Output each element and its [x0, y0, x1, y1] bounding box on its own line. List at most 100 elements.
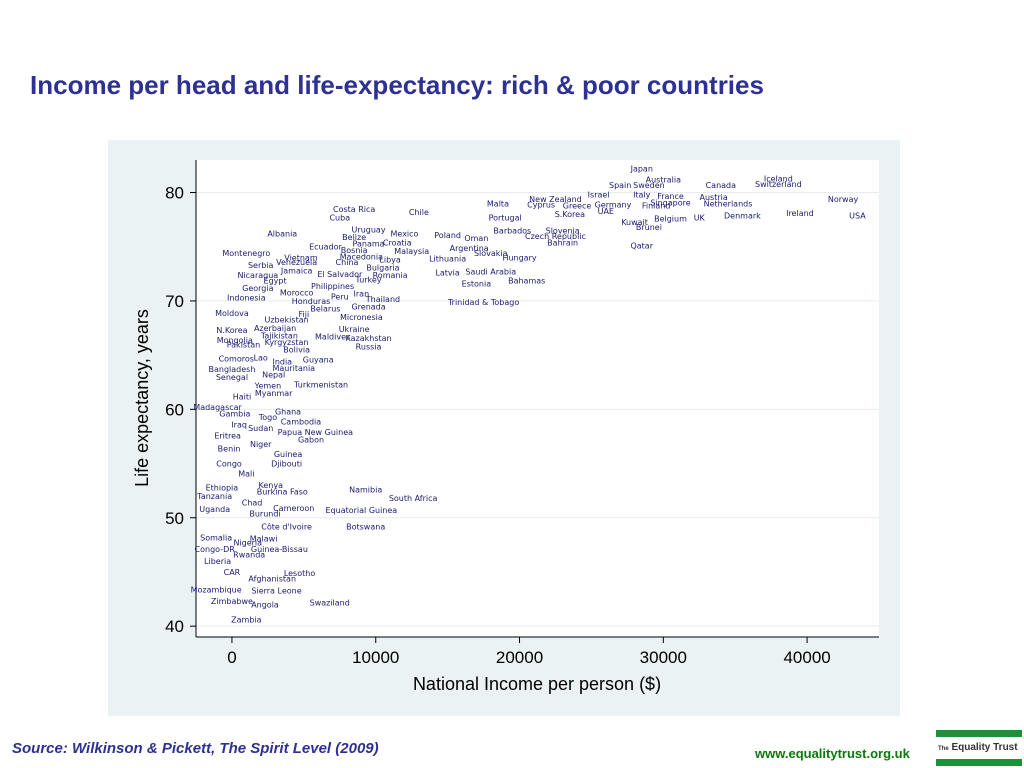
country-label: Georgia: [242, 284, 273, 293]
country-label: Croatia: [383, 238, 412, 247]
country-label: Gabon: [298, 436, 324, 445]
country-label: S.Korea: [555, 210, 585, 219]
country-label: Bolivia: [283, 346, 310, 355]
country-label: Botswana: [346, 522, 385, 531]
country-label: UAE: [598, 207, 614, 216]
country-label: Burkina Faso: [257, 488, 308, 497]
country-label: Mali: [238, 469, 254, 478]
country-label: Argentina: [450, 244, 489, 253]
country-label: France: [657, 192, 684, 201]
country-label: Kenya: [259, 481, 284, 490]
country-label: Nigeria: [233, 539, 262, 548]
x-tick-label: 10000: [352, 648, 399, 667]
y-tick-label: 40: [165, 617, 184, 636]
country-label: Mauritania: [272, 364, 315, 373]
country-label: Bahamas: [508, 276, 545, 285]
country-label: Finland: [642, 202, 671, 211]
country-label: Gambia: [219, 410, 250, 419]
country-label: Nicaragua: [237, 271, 278, 280]
country-label: Hungary: [502, 254, 536, 263]
country-label: Jamaica: [280, 267, 313, 276]
country-label: Cuba: [329, 213, 350, 222]
y-tick-label: 60: [165, 400, 184, 419]
country-label: Sierra Leone: [251, 586, 301, 595]
country-label: Philippines: [311, 282, 354, 291]
country-label: Kyrgyzstan: [265, 338, 309, 347]
country-label: UK: [694, 213, 706, 222]
country-label: Zimbabwe: [211, 597, 253, 606]
country-label: Somalia: [200, 533, 232, 542]
country-label: Burundi: [249, 509, 280, 518]
country-label: Niger: [250, 440, 272, 449]
country-label: Oman: [464, 234, 488, 243]
country-label: South Africa: [389, 494, 438, 503]
country-label: Benin: [218, 444, 241, 453]
country-label: Ghana: [275, 408, 301, 417]
country-label: Turkey: [355, 275, 382, 284]
y-tick-label: 70: [165, 292, 184, 311]
country-label: Greece: [563, 202, 592, 211]
country-label: Mozambique: [191, 585, 242, 594]
country-label: Slovakia: [474, 249, 508, 258]
country-label: Chile: [409, 208, 429, 217]
country-label: Belarus: [310, 305, 340, 314]
country-label: Mexico: [391, 230, 419, 239]
country-label: Rwanda: [233, 551, 265, 560]
country-label: Equatorial Guinea: [326, 506, 398, 515]
logo-text-main: Equality Trust: [951, 742, 1018, 753]
website-link[interactable]: www.equalitytrust.org.uk: [755, 746, 910, 761]
country-label: Ireland: [786, 209, 814, 218]
logo-text: The Equality Trust: [938, 742, 1022, 753]
scatter-chart: 40 50 60 70 80 0 10000 20000 30000 40000 Japan Aus…: [132, 160, 879, 694]
country-label: Portugal: [489, 213, 522, 222]
country-label: Indonesia: [227, 294, 266, 303]
country-label: Chad: [242, 499, 263, 508]
x-tick-label: 40000: [783, 648, 830, 667]
x-tick-label: 30000: [640, 648, 687, 667]
country-label: Bosnia: [341, 246, 368, 255]
country-label: Qatar: [630, 242, 653, 251]
country-label: Montenegro: [222, 249, 270, 258]
country-label: Moldova: [215, 309, 249, 318]
country-label: Latvia: [435, 269, 459, 278]
country-label: Congo: [216, 460, 242, 469]
x-axis-label: National Income per person ($): [413, 674, 661, 694]
country-label: Senegal: [216, 373, 248, 382]
country-label: Côte d'Ivoire: [261, 521, 312, 531]
country-label: Honduras: [292, 297, 331, 306]
country-label: Saudi Arabia: [465, 268, 516, 277]
country-label: Egypt: [264, 276, 287, 285]
country-label: Tanzania: [196, 492, 232, 501]
country-label: Cyprus: [527, 200, 555, 209]
country-label: India: [272, 358, 292, 367]
country-label: Uruguay: [352, 225, 386, 234]
country-labels: Japan Australia Iceland Spain Sweden Canada Sw…: [191, 165, 867, 625]
country-label: Nepal: [262, 371, 285, 380]
chart-panel: 40 50 60 70 80 0 10000 20000 30000 40000 Japan Aus…: [108, 140, 900, 716]
country-label: Canada: [706, 181, 737, 190]
country-label: Singapore: [650, 198, 690, 207]
country-label: Guinea-Bissau: [251, 545, 308, 554]
country-label: Bangladesh: [208, 365, 255, 374]
country-label: Albania: [267, 230, 297, 239]
country-label: Sweden: [633, 181, 665, 190]
grid-lines: [196, 192, 879, 627]
country-label: Azerbaijan: [254, 324, 296, 333]
country-label: El Salvador: [317, 270, 363, 279]
country-label: Ethiopia: [206, 483, 239, 492]
country-label: Slovenia: [546, 226, 580, 235]
axis-ticks: 40 50 60 70 80 0 10000 20000 30000 40000: [165, 184, 831, 667]
country-label: Netherlands: [704, 199, 753, 208]
country-label: Ukraine: [339, 325, 370, 334]
equality-trust-logo: The Equality Trust: [936, 730, 1022, 766]
country-label: Belgium: [654, 215, 687, 224]
country-label: Austria: [700, 193, 728, 202]
country-label: Morocco: [280, 288, 314, 297]
country-label: Pakistan: [227, 340, 261, 349]
country-label: Myanmar: [255, 389, 293, 398]
country-label: Uzbekistan: [264, 315, 308, 324]
country-label: Bulgaria: [366, 263, 399, 272]
country-label: Poland: [434, 231, 461, 240]
country-label: Uganda: [199, 505, 230, 514]
country-label: N.Korea: [216, 326, 247, 335]
